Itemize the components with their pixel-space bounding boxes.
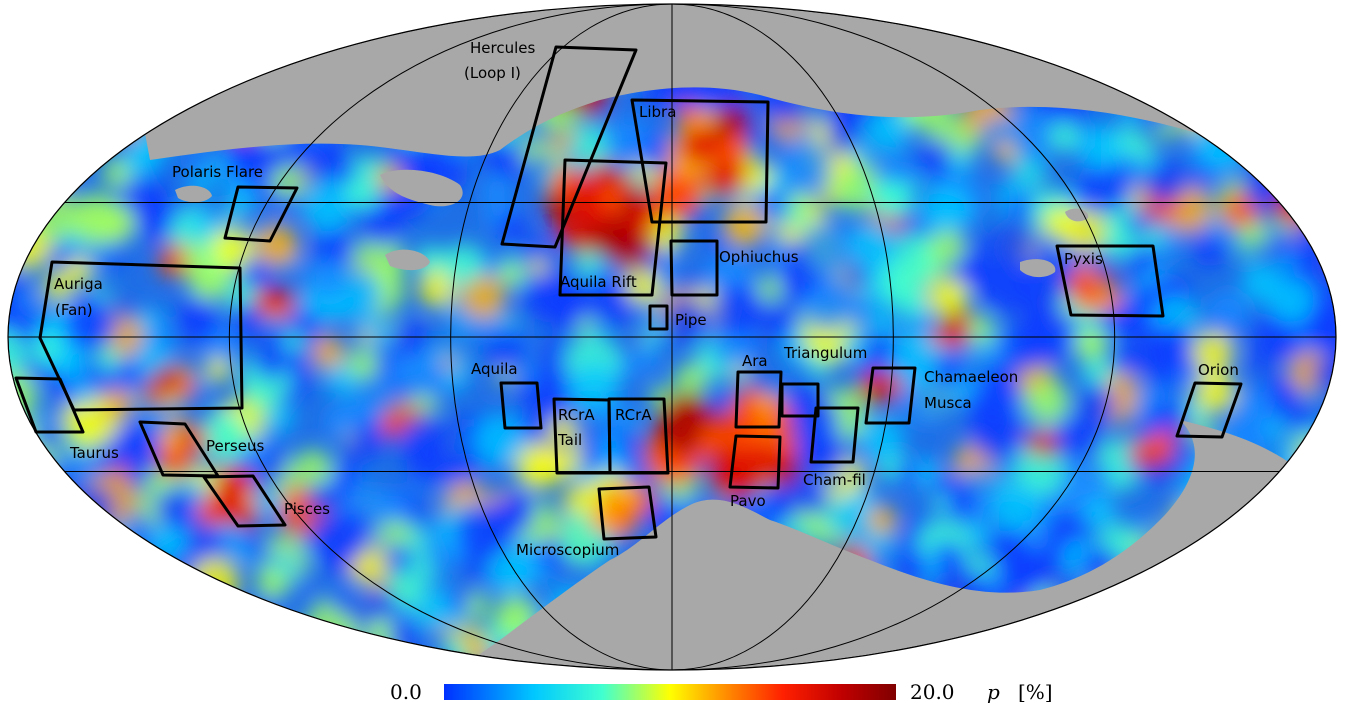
label-rcra-tail-2: Tail — [557, 431, 582, 449]
box-triangulum — [780, 382, 820, 418]
label-cham-fil: Cham-fil — [803, 471, 866, 489]
colorbar-gradient — [444, 684, 896, 700]
box-auriga — [38, 260, 244, 412]
box-microscopium — [597, 485, 658, 541]
colorbar-max-label: 20.0 — [910, 680, 955, 704]
label-triangulum: Triangulum — [783, 344, 867, 362]
label-perseus: Perseus — [206, 437, 264, 455]
label-taurus: Taurus — [69, 444, 119, 462]
colorbar: 0.0 20.0 p [%] — [390, 680, 1053, 704]
mask-patch-7 — [560, 618, 589, 637]
label-aquila: Aquila — [471, 360, 518, 378]
label-auriga-sub: (Fan) — [55, 301, 93, 319]
box-pyxis — [1055, 244, 1165, 318]
box-libra — [630, 98, 770, 224]
box-aquila — [499, 381, 543, 430]
label-microscopium: Microscopium — [516, 541, 619, 559]
label-ara: Ara — [742, 352, 768, 370]
mask-patch-1 — [380, 169, 463, 207]
box-polaris-flare — [223, 185, 299, 243]
box-pavo — [728, 434, 782, 490]
colorbar-unit: [%] — [1018, 680, 1053, 704]
box-hercules — [500, 45, 638, 249]
label-auriga: Auriga — [54, 275, 103, 293]
label-pisces: Pisces — [284, 500, 330, 518]
label-hercules-sub: (Loop I) — [464, 64, 521, 82]
box-rcra — [607, 397, 670, 475]
label-musca: Musca — [924, 394, 972, 412]
box-ara — [734, 370, 783, 429]
mask-patch-4 — [1020, 259, 1056, 278]
colorbar-min-label: 0.0 — [390, 680, 422, 704]
label-polaris-flare: Polaris Flare — [172, 163, 263, 181]
label-rcra: RCrA — [615, 406, 652, 424]
label-pyxis: Pyxis — [1064, 250, 1103, 268]
label-chamaeleon: Chamaeleon — [924, 368, 1018, 386]
mask-patch-3 — [175, 185, 212, 203]
box-orion — [1175, 381, 1243, 439]
box-cham-fil — [809, 406, 860, 464]
label-pavo: Pavo — [730, 492, 766, 510]
box-chamaeleon — [864, 366, 917, 425]
mask-patch-2 — [385, 249, 430, 271]
graticule-lines — [8, 4, 1336, 670]
label-ophiuchus: Ophiuchus — [719, 248, 799, 266]
label-orion: Orion — [1198, 361, 1239, 379]
box-pisces — [202, 474, 287, 528]
label-hercules: Hercules — [470, 39, 535, 57]
mask-patch-6 — [870, 604, 940, 626]
box-pipe — [648, 304, 669, 331]
label-rcra-tail-1: RCrA — [558, 406, 595, 424]
label-pipe: Pipe — [675, 311, 707, 329]
north-mask — [120, 4, 1240, 160]
box-ophiuchus — [669, 239, 719, 297]
box-aquila-rift — [558, 158, 668, 297]
label-libra: Libra — [639, 103, 676, 121]
region-boxes — [14, 45, 1243, 541]
box-taurus — [14, 376, 85, 434]
colorbar-symbol: p — [987, 680, 1000, 704]
region-labels: Hercules (Loop I) Libra Polaris Flare Op… — [54, 39, 1239, 559]
map-outline — [7, 3, 1337, 671]
label-aquila-rift: Aquila Rift — [560, 273, 637, 291]
